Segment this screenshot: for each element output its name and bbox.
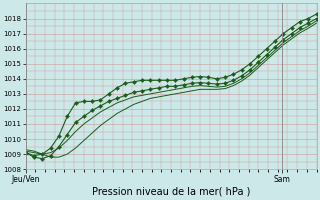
X-axis label: Pression niveau de la mer( hPa ): Pression niveau de la mer( hPa )	[92, 187, 250, 197]
